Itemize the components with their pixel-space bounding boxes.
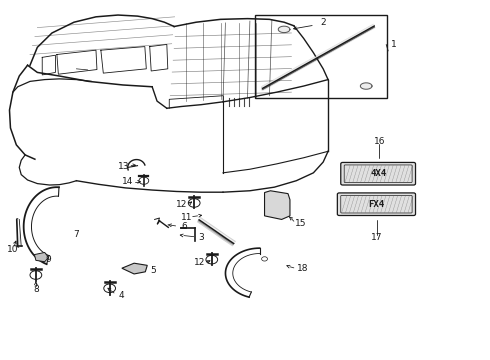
Text: 5: 5 — [151, 266, 156, 275]
Text: 4X4: 4X4 — [370, 169, 386, 178]
Polygon shape — [122, 263, 147, 274]
Text: 10: 10 — [7, 245, 19, 254]
Text: FX4: FX4 — [368, 200, 385, 209]
Text: 3: 3 — [198, 233, 204, 242]
Polygon shape — [265, 191, 290, 220]
Polygon shape — [34, 252, 49, 262]
Polygon shape — [360, 83, 372, 89]
Text: 2: 2 — [320, 18, 326, 27]
Text: 12: 12 — [176, 200, 188, 209]
Bar — [255, 15, 387, 98]
Text: 12: 12 — [194, 258, 205, 267]
Text: 14: 14 — [122, 177, 133, 186]
FancyBboxPatch shape — [337, 193, 416, 216]
Text: 6: 6 — [181, 222, 187, 231]
FancyBboxPatch shape — [341, 162, 416, 185]
Text: 16: 16 — [373, 137, 385, 146]
Text: 15: 15 — [295, 219, 307, 228]
Text: 4: 4 — [119, 291, 124, 300]
Text: 1: 1 — [391, 40, 396, 49]
Text: 8: 8 — [33, 285, 39, 294]
Polygon shape — [278, 26, 290, 33]
Text: 7: 7 — [74, 230, 79, 239]
Text: 17: 17 — [371, 233, 383, 242]
Text: 13: 13 — [118, 162, 129, 171]
Text: 11: 11 — [181, 213, 192, 222]
Text: 18: 18 — [297, 265, 308, 274]
Text: 9: 9 — [46, 255, 51, 264]
